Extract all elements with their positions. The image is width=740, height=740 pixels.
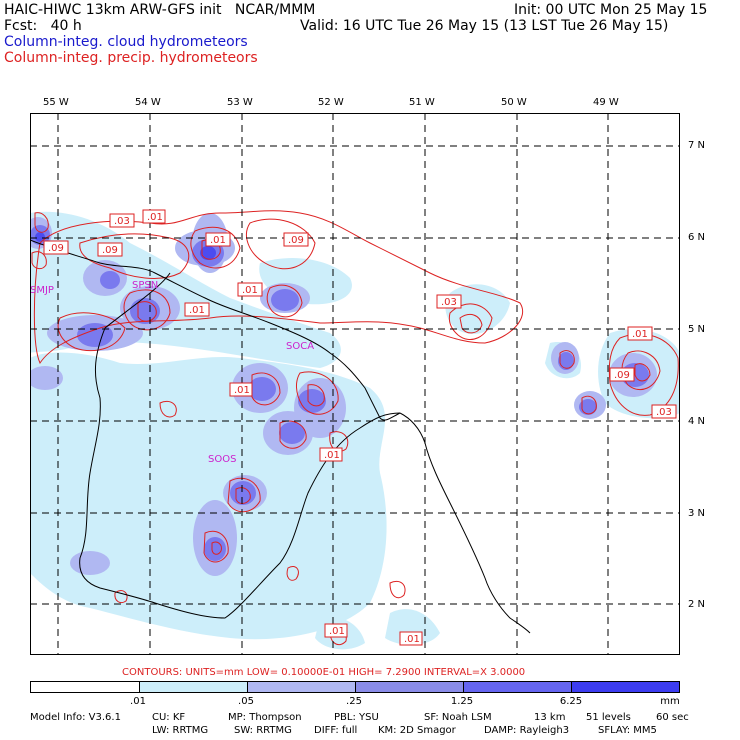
svg-text:.09: .09 <box>48 243 64 254</box>
model-info: Model Info: V3.6.1 <box>30 712 121 723</box>
model-info-lw: LW: RRTMG <box>152 725 209 736</box>
colorbar-tick: 6.25 <box>559 696 583 707</box>
colorbar-segment <box>355 682 463 692</box>
station-soca: SOCA <box>286 341 314 352</box>
svg-text:.03: .03 <box>656 407 672 418</box>
contour-label: .01 <box>229 382 253 397</box>
colorbar <box>30 681 680 693</box>
contour-label: .09 <box>97 242 123 257</box>
contour-label: .03 <box>436 294 462 309</box>
colorbar-units: mm <box>660 696 680 707</box>
station-spsn: SPSN <box>132 280 158 291</box>
lat-label: 5 N <box>688 324 706 335</box>
model-info-res: 13 km <box>534 712 566 723</box>
contour-label: .01 <box>399 631 423 646</box>
contour-label: .01 <box>319 447 343 462</box>
svg-text:.01: .01 <box>242 285 258 296</box>
lat-label: 7 N <box>688 140 706 151</box>
lon-label: 51 W <box>409 97 435 108</box>
model-info-mp: MP: Thompson <box>228 712 302 723</box>
colorbar-segment <box>463 682 571 692</box>
contour-info: CONTOURS: UNITS=mm LOW= 0.10000E-01 HIGH… <box>122 667 526 678</box>
lon-label: 53 W <box>227 97 253 108</box>
svg-text:.01: .01 <box>404 634 420 645</box>
contour-label: .01 <box>142 209 166 224</box>
lat-label: 2 N <box>688 599 706 610</box>
lat-label: 4 N <box>688 416 706 427</box>
precip-field-label: Column-integ. precip. hydrometeors <box>4 50 258 66</box>
cloud-field-label: Column-integ. cloud hydrometeors <box>4 34 248 50</box>
contour-label: .09 <box>609 367 635 382</box>
colorbar-segment <box>139 682 247 692</box>
colorbar-tick: .25 <box>346 696 362 707</box>
contour-label: .03 <box>651 404 677 419</box>
svg-text:.01: .01 <box>632 329 648 340</box>
model-info-km: KM: 2D Smagor <box>378 725 456 736</box>
contour-label: .09 <box>43 240 69 255</box>
map-panel: SMJP SOCA SOOS SPSN .03 .01 .09 .09 .01 … <box>30 113 680 655</box>
model-info-cu: CU: KF <box>152 712 186 723</box>
lat-label: 6 N <box>688 232 706 243</box>
contour-label: .01 <box>184 302 210 317</box>
lon-label: 50 W <box>501 97 527 108</box>
svg-text:.01: .01 <box>189 305 205 316</box>
init-time: Init: 00 UTC Mon 25 May 15 <box>514 2 708 18</box>
svg-text:.01: .01 <box>324 450 340 461</box>
svg-text:.09: .09 <box>102 245 118 256</box>
lon-label: 49 W <box>593 97 619 108</box>
lat-label: 3 N <box>688 508 706 519</box>
colorbar-tick: .05 <box>238 696 254 707</box>
model-info-sw: SW: RRTMG <box>234 725 292 736</box>
cloud-shading-light <box>30 211 680 650</box>
lon-label: 54 W <box>135 97 161 108</box>
colorbar-segment <box>31 682 139 692</box>
model-info-dt: 60 sec <box>656 712 689 723</box>
model-info-pbl: PBL: YSU <box>334 712 379 723</box>
station-labels: SMJP SOCA SOOS SPSN <box>30 280 314 465</box>
svg-text:.03: .03 <box>441 297 457 308</box>
model-info-sf: SF: Noah LSM <box>424 712 492 723</box>
lon-label: 55 W <box>43 97 69 108</box>
svg-text:.01: .01 <box>329 626 345 637</box>
map-frame <box>30 113 680 655</box>
svg-text:.03: .03 <box>114 216 130 227</box>
colorbar-segment <box>571 682 679 692</box>
station-smjp: SMJP <box>30 285 54 296</box>
colorbar-tick: .01 <box>130 696 146 707</box>
colorbar-segment <box>247 682 355 692</box>
model-info-sflay: SFLAY: MM5 <box>598 725 657 736</box>
contour-label: .01 <box>205 232 231 247</box>
model-info-diff: DIFF: full <box>314 725 358 736</box>
svg-text:.01: .01 <box>147 212 163 223</box>
forecast-hour: Fcst: 40 h <box>4 18 82 34</box>
cloud-shading-peak <box>35 232 216 260</box>
station-soos: SOOS <box>208 454 236 465</box>
svg-text:.09: .09 <box>288 235 304 246</box>
title-line: HAIC-HIWC 13km ARW-GFS init NCAR/MMM <box>4 2 316 18</box>
contour-labels: .03 .01 .09 .09 .01 .09 .01 .01 .03 .01 … <box>43 209 677 646</box>
contour-label: .09 <box>283 232 309 247</box>
model-info-damp: DAMP: Rayleigh3 <box>484 725 570 736</box>
contour-label: .01 <box>324 623 348 638</box>
contour-label: .03 <box>109 213 135 228</box>
valid-time: Valid: 16 UTC Tue 26 May 15 (13 LST Tue … <box>300 18 669 34</box>
svg-text:.01: .01 <box>210 235 226 246</box>
svg-text:.09: .09 <box>614 370 630 381</box>
colorbar-tick: 1.25 <box>450 696 474 707</box>
lon-label: 52 W <box>318 97 344 108</box>
contour-label: .01 <box>237 282 263 297</box>
contour-label: .01 <box>627 326 653 341</box>
model-info-levels: 51 levels <box>586 712 631 723</box>
svg-text:.01: .01 <box>234 385 250 396</box>
